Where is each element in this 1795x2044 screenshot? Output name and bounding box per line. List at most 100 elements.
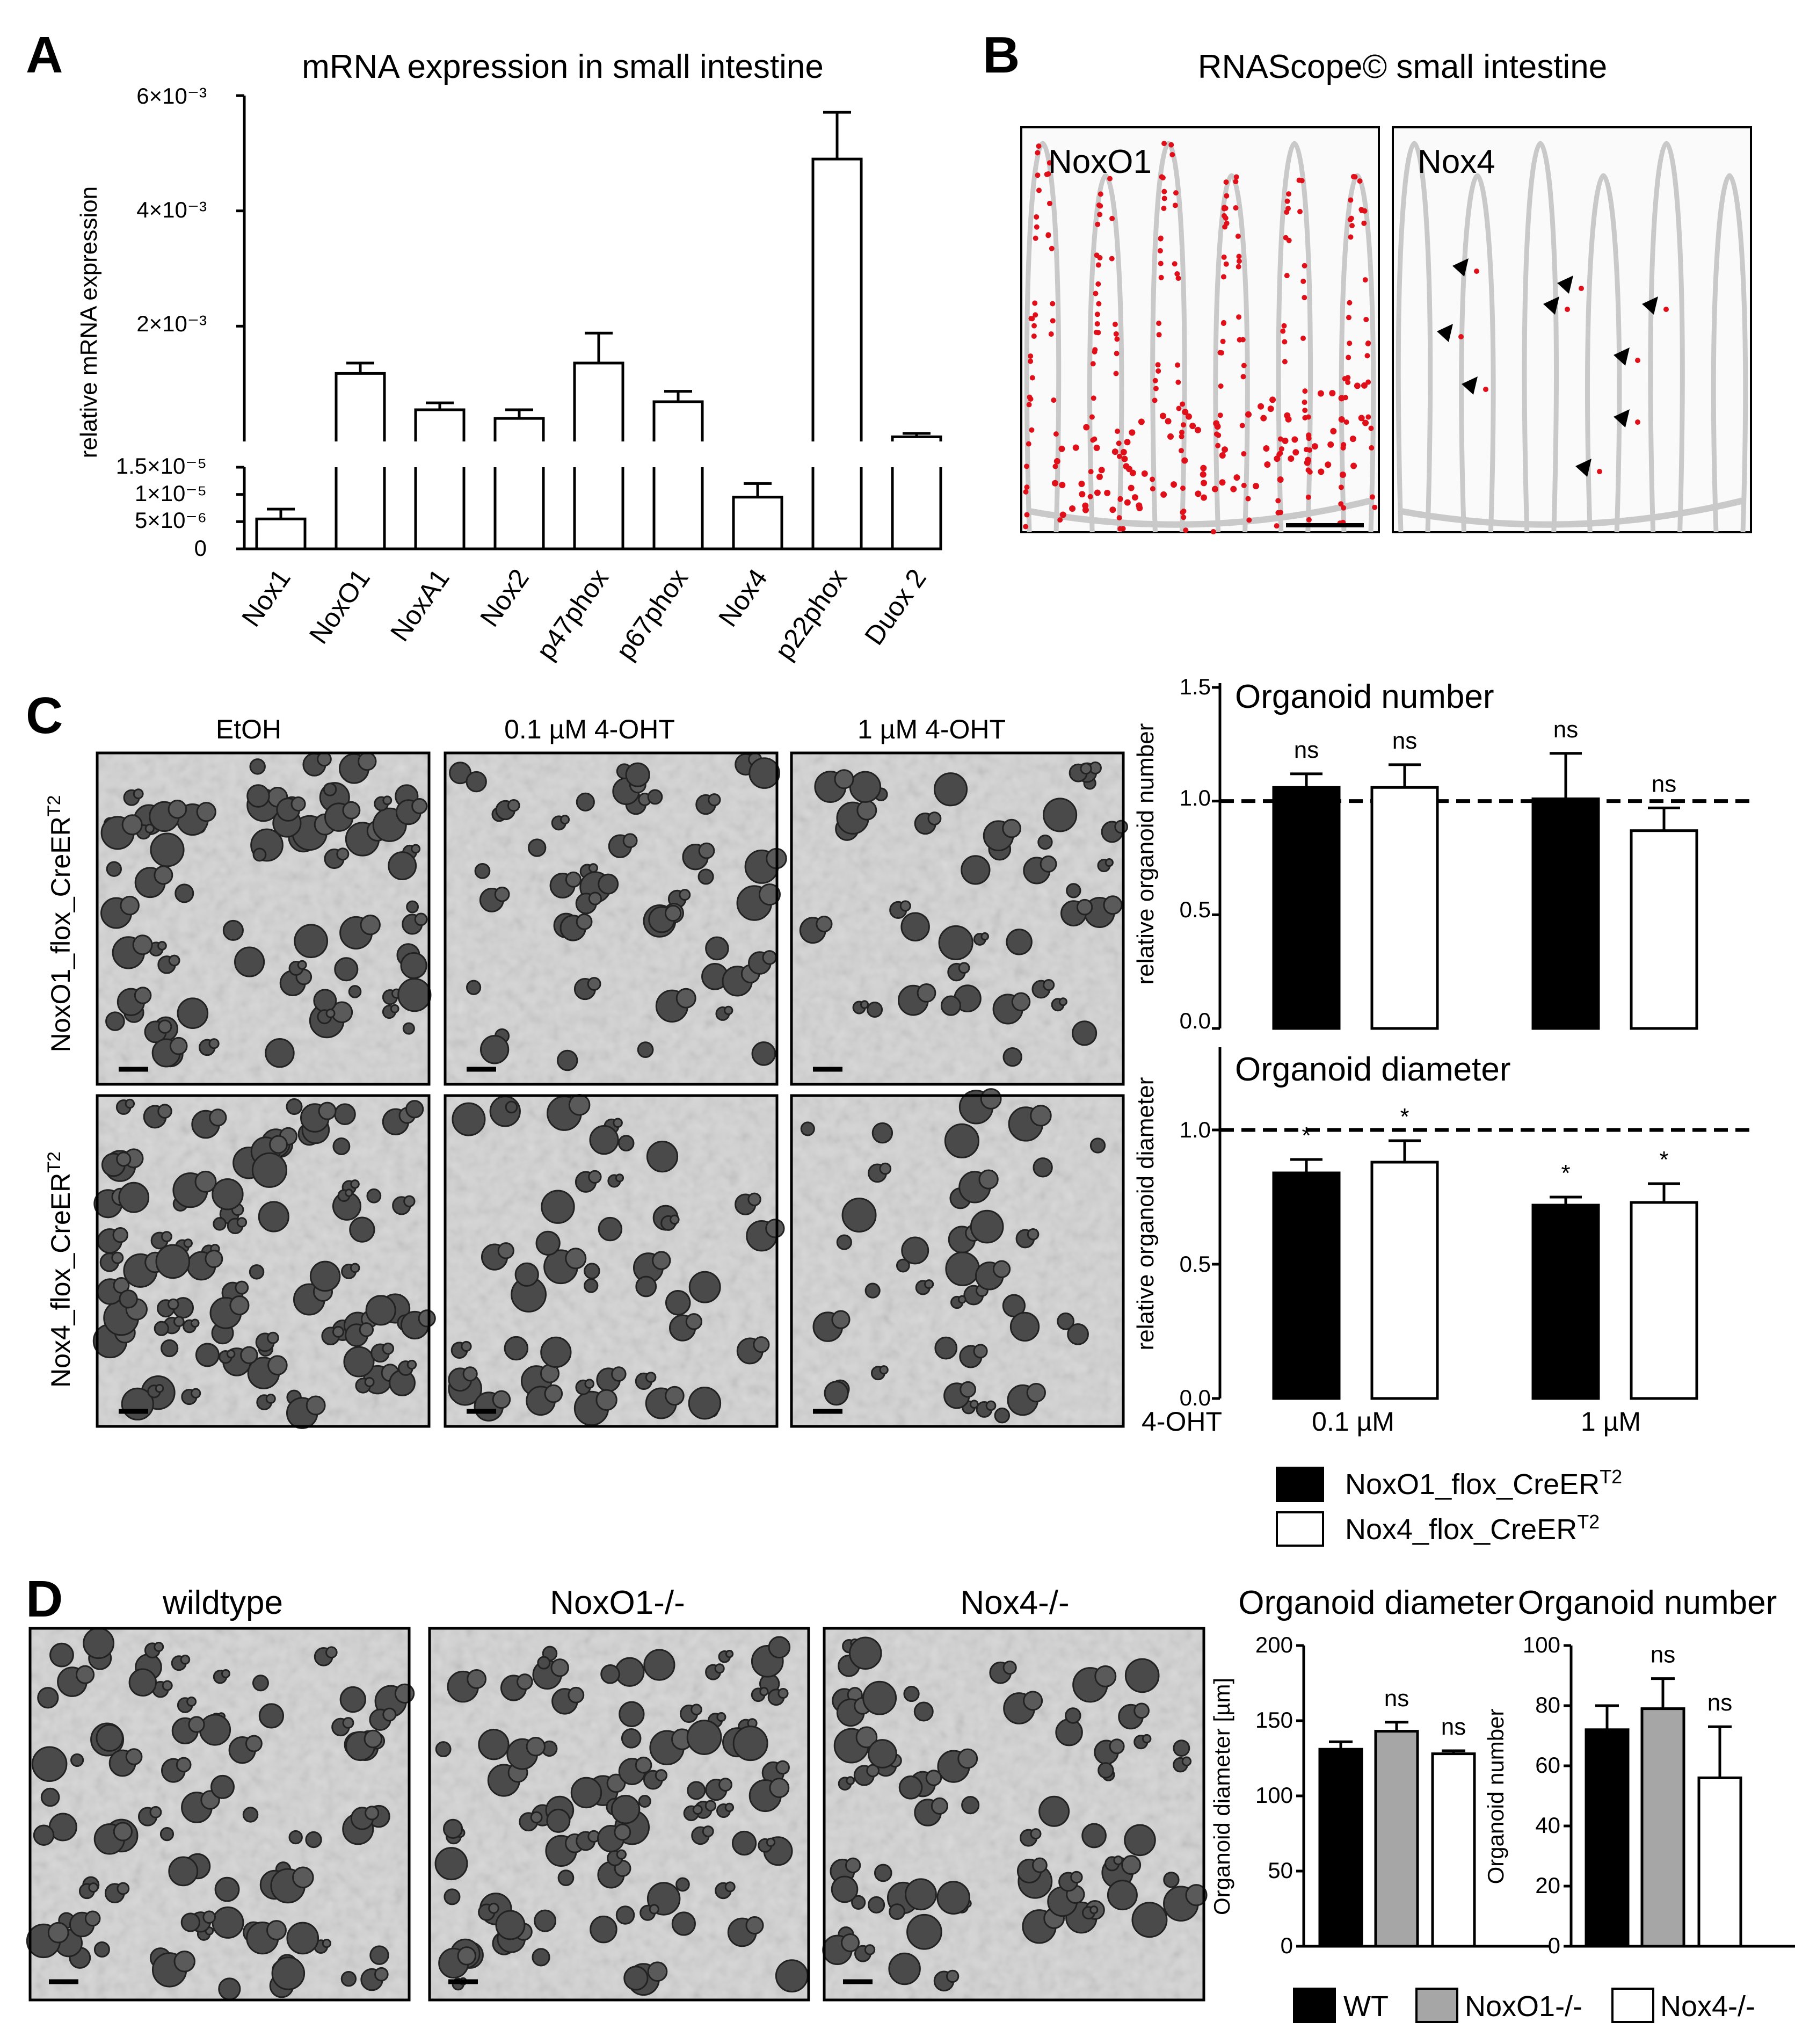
organoid: [613, 1118, 623, 1128]
organoid: [688, 1271, 721, 1303]
rnascope-dot: [1153, 386, 1159, 392]
rnascope-dot: [1156, 332, 1162, 338]
legend-label: WT: [1343, 1990, 1389, 2023]
organoid: [702, 1825, 714, 1838]
panel-a-ytick: 5×10⁻⁶: [135, 508, 207, 533]
organoid: [584, 1379, 595, 1389]
villus-outline: [1339, 173, 1376, 533]
rnascope-dot: [1175, 379, 1181, 385]
rnascope-dot: [1024, 463, 1030, 469]
panel-a-ytick: 4×10⁻³: [136, 197, 207, 222]
rnascope-dot: [1280, 328, 1286, 334]
rnascope-dot: [1047, 200, 1052, 206]
bar-upper: [652, 400, 704, 441]
micrograph-frame: [444, 1094, 779, 1428]
organoid: [714, 1663, 725, 1674]
organoid: [862, 1680, 897, 1715]
rnascope-dot: [1217, 412, 1223, 418]
panel-c-group-label: 0.1 µM: [1312, 1407, 1394, 1437]
organoid: [400, 952, 427, 979]
panel-c-bottom-ylabel: relative organoid diameter: [1132, 1077, 1159, 1351]
legend-label: Nox4-/-: [1660, 1990, 1755, 2023]
organoid: [985, 1400, 997, 1411]
bar: [1585, 1728, 1630, 1948]
rnascope-dot: [1663, 307, 1669, 312]
organoid: [611, 1366, 627, 1382]
organoid: [958, 962, 970, 974]
organoid: [1181, 1756, 1192, 1766]
organoid: [697, 868, 714, 885]
organoid: [265, 1393, 276, 1404]
significance-label: ns: [1553, 716, 1578, 743]
organoid: [576, 913, 593, 930]
organoid: [769, 1778, 790, 1798]
rnascope-dot: [1026, 441, 1031, 447]
panel-c-row-label-noxo1: NoxO1_flox_CreERT2: [44, 795, 76, 1053]
organoid: [565, 871, 582, 888]
organoid-micrograph: [92, 1094, 436, 1429]
rnascope-dot: [1161, 189, 1167, 194]
rnascope-dot: [1302, 415, 1308, 421]
organoid: [157, 1104, 172, 1119]
rnascope-dot: [1050, 318, 1056, 324]
category-label: Nox1: [236, 563, 296, 632]
organoid: [643, 1649, 675, 1681]
organoid-micrograph: [428, 1627, 810, 2002]
organoid: [570, 1777, 602, 1809]
organoid: [374, 1967, 389, 1982]
rnascope-dot: [1215, 443, 1221, 448]
organoid: [492, 1390, 511, 1409]
villus-outline: [1585, 173, 1622, 533]
organoid: [1023, 1691, 1043, 1711]
rnascope-dot: [1053, 431, 1059, 437]
organoid: [1094, 1665, 1117, 1687]
organoid: [251, 1152, 288, 1188]
organoid: [70, 1753, 84, 1767]
rnascope-dot: [1047, 160, 1052, 166]
rnascope-dot: [1239, 423, 1245, 429]
rnascope-dot: [1152, 378, 1158, 383]
rnascope-dot: [1180, 509, 1186, 515]
rnascope-dot: [1347, 217, 1353, 223]
bar-upper: [414, 408, 466, 441]
organoid: [834, 769, 854, 789]
panel-c-legend: NoxO1_flox_CreERT2 Nox4_flox_CreERT2: [1276, 1466, 1622, 1547]
rnascope-dot: [1172, 261, 1178, 267]
organoid: [120, 895, 140, 916]
organoid: [106, 861, 122, 877]
rnascope-dot: [1233, 174, 1239, 180]
rnascope-dot: [1179, 430, 1184, 436]
organoid: [1030, 1105, 1052, 1127]
rnascope-dot: [1173, 190, 1179, 196]
organoid: [888, 1952, 921, 1985]
organoid: [927, 811, 942, 825]
organoid: [271, 1956, 306, 1990]
organoid: [406, 1359, 417, 1370]
organoid: [194, 1170, 217, 1193]
rnascope-dot: [1258, 403, 1265, 410]
rnascope-dot: [1292, 449, 1299, 456]
organoid: [758, 883, 781, 906]
panel-a-ytick: 1×10⁻⁵: [135, 481, 207, 506]
organoid: [961, 1796, 980, 1815]
organoid: [936, 1881, 971, 1915]
panel-c-xlabel-4oht: 4-OHT: [1142, 1407, 1222, 1437]
organoid: [611, 1794, 641, 1824]
rnascope-dot: [1123, 463, 1130, 470]
rnascope-dot: [1275, 498, 1281, 504]
rnascope-dot: [1350, 462, 1357, 469]
rnascope-dot: [1183, 527, 1189, 533]
organoid: [724, 1005, 733, 1016]
rnascope-dot: [1049, 245, 1055, 251]
organoid: [365, 1806, 380, 1821]
organoid: [1104, 858, 1114, 867]
organoid: [841, 1933, 860, 1953]
organoid: [588, 863, 598, 873]
rnascope-dot: [1285, 191, 1291, 197]
organoid: [889, 1903, 905, 1920]
organoid: [1002, 1047, 1022, 1067]
panel-a-ytick: 2×10⁻³: [136, 311, 207, 336]
ytick-label: 100: [1523, 1632, 1560, 1657]
ytick-label: 0: [1548, 1933, 1560, 1958]
organoid: [75, 1665, 95, 1684]
